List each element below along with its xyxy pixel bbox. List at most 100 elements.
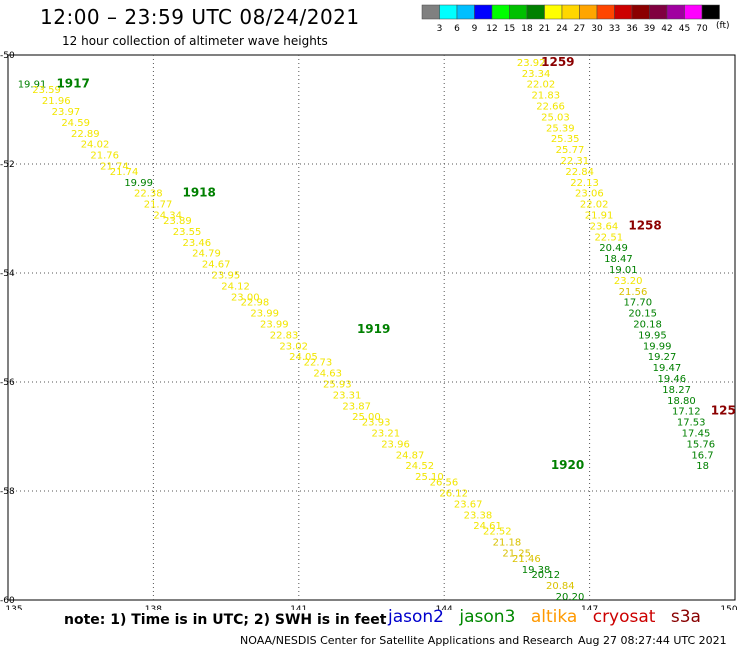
swh-value: 20.84 (546, 581, 575, 592)
swh-value: 23.99 (250, 309, 279, 320)
swh-value: 21.18 (493, 538, 522, 549)
swh-value: 23.99 (260, 320, 289, 331)
swh-value: 23.87 (342, 401, 371, 412)
swh-value: 26.56 (430, 478, 459, 489)
swh-value: 23.00 (231, 292, 260, 303)
credit-line: NOAA/NESDIS Center for Satellite Applica… (240, 634, 574, 647)
legend-cryosat: cryosat (592, 607, 656, 627)
x-tick-label: 138 (145, 605, 162, 610)
pass-label: 1917 (56, 77, 89, 91)
y-tick-label: -60 (0, 596, 15, 606)
swh-value: 22.66 (536, 102, 565, 113)
swh-value: 18 (696, 461, 709, 472)
plot-frame (7, 54, 736, 601)
color-scale-label: 39 (644, 24, 656, 34)
swh-value: 23.96 (381, 439, 410, 450)
swh-value: 24.05 (289, 352, 318, 363)
color-scale-label: 70 (696, 24, 708, 34)
color-scale-label: 24 (556, 24, 568, 34)
swh-value: 21.56 (619, 287, 648, 298)
pass-label: 1259 (541, 55, 574, 69)
swh-value: 23.89 (163, 216, 192, 227)
swh-value: 24.61 (473, 521, 502, 532)
x-tick-label: 141 (290, 605, 307, 610)
swh-value: 24.12 (221, 281, 250, 292)
color-scale-label: 45 (679, 24, 690, 34)
swh-value: 21.74 (110, 167, 139, 178)
color-scale-label: 36 (626, 24, 638, 34)
swh-value: 22.31 (561, 156, 590, 167)
swh-value: 17.45 (682, 429, 711, 440)
footnote: note: 1) Time is in UTC; 2) SWH is in fe… (64, 612, 387, 628)
swh-value: 19.01 (609, 265, 638, 276)
chart-title: 12:00 – 23:59 UTC 08/24/2021 (40, 5, 360, 29)
swh-value: 24.52 (405, 461, 434, 472)
pass-label: 1920 (551, 458, 584, 472)
color-scale-label: 18 (521, 24, 533, 34)
swh-value: 25.39 (546, 123, 575, 134)
color-scale-label: 21 (539, 24, 550, 34)
swh-value: 23.59 (32, 85, 61, 96)
swh-value: 23.02 (279, 341, 308, 352)
swh-value: 24.63 (313, 369, 342, 380)
swh-value: 18.80 (667, 396, 696, 407)
swh-value: 21.96 (42, 96, 71, 107)
swh-value: 24.87 (396, 450, 425, 461)
swh-value: 22.38 (134, 189, 163, 200)
swh-value: 19.46 (657, 374, 686, 385)
swh-value: 26.12 (439, 488, 468, 499)
swh-value: 25.93 (323, 379, 352, 390)
swh-value: 23.38 (464, 510, 493, 521)
swh-value: 21.77 (144, 200, 173, 211)
legend-jason3: jason3 (459, 607, 516, 627)
swh-value: 24.34 (153, 211, 182, 222)
color-scale-unit: (ft) (716, 21, 730, 31)
legend-jason2: jason2 (388, 607, 444, 627)
x-tick-label: 147 (581, 605, 598, 610)
swh-value: 22.73 (304, 358, 333, 369)
y-tick-label: -58 (0, 487, 15, 497)
x-tick-label: 144 (436, 605, 453, 610)
pass-label: 1258 (628, 218, 661, 232)
swh-value: 25.10 (415, 472, 444, 483)
swh-value: 23.20 (614, 276, 643, 287)
pass-label: 1918 (182, 186, 215, 200)
swh-value: 23.06 (575, 189, 604, 200)
swh-value: 21.76 (90, 151, 119, 162)
legend-altika: altika (530, 607, 578, 627)
swh-value: 24.59 (61, 118, 90, 129)
swh-value: 25.00 (352, 412, 381, 423)
swh-value: 23.21 (372, 429, 401, 440)
swh-value: 23.97 (52, 107, 81, 118)
swh-value: 22.02 (580, 200, 609, 211)
swh-value: 25.03 (541, 112, 570, 123)
legend-s3a: s3a (670, 607, 701, 627)
color-scale-label: 9 (472, 24, 478, 34)
swh-value: 23.31 (333, 390, 362, 401)
y-tick-label: -54 (0, 269, 15, 279)
swh-value: 18.27 (662, 385, 691, 396)
x-tick-label: 150 (720, 605, 737, 610)
swh-value: 21.74 (100, 161, 129, 172)
generation-timestamp: Aug 27 08:27:44 UTC 2021 (578, 634, 727, 647)
satellite-legend: jason2 jason3 altika cryosat s3a (388, 607, 711, 627)
swh-value: 24.79 (192, 249, 221, 260)
swh-value: 22.83 (270, 330, 299, 341)
pass-label: 125 (711, 404, 736, 418)
swh-value: 21.83 (531, 91, 560, 102)
swh-value: 20.20 (556, 592, 585, 603)
swh-value: 17.53 (677, 418, 706, 429)
x-tick-label: 135 (5, 605, 22, 610)
swh-value: 21.25 (502, 548, 531, 559)
swh-value: 21.91 (585, 211, 614, 222)
y-tick-label: -52 (0, 160, 15, 170)
swh-value: 22.02 (527, 80, 556, 91)
swh-value: 20.15 (628, 309, 657, 320)
swh-value: 21.46 (512, 554, 541, 565)
swh-value: 23.34 (522, 69, 551, 80)
swh-value: 16.7 (691, 450, 713, 461)
swh-value: 23.93 (362, 418, 391, 429)
swh-value: 19.27 (648, 352, 677, 363)
color-scale-label: 33 (609, 24, 620, 34)
swh-value: 22.98 (241, 298, 270, 309)
